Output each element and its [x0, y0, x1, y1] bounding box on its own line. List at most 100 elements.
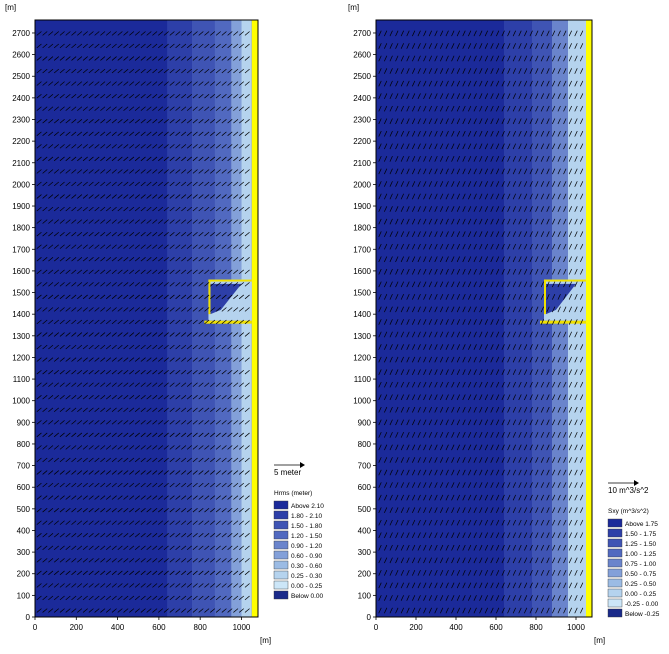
vector-arrow — [100, 294, 106, 300]
vector-arrow — [479, 406, 483, 413]
vector-arrow — [169, 231, 175, 237]
vector-arrow — [146, 445, 152, 450]
vector-arrow — [42, 269, 48, 274]
vector-arrow — [529, 218, 533, 225]
vector-arrow — [42, 583, 48, 588]
vector-arrow — [468, 256, 472, 263]
vector-arrow — [59, 93, 65, 99]
vector-arrow — [423, 419, 427, 426]
vector-arrow — [529, 331, 533, 338]
vector-arrow — [146, 93, 152, 99]
vector-arrow — [417, 156, 421, 162]
vector-arrow — [574, 394, 578, 401]
vector-arrow — [384, 406, 388, 413]
vector-arrow — [501, 319, 505, 325]
vector-arrow — [163, 56, 169, 61]
vector-arrow — [140, 43, 146, 49]
vector-scale-label: 5 meter — [274, 468, 301, 477]
vector-arrow — [529, 30, 533, 37]
vector-arrow — [117, 282, 123, 287]
vector-arrow — [65, 169, 71, 174]
vector-arrow — [117, 206, 123, 212]
vector-arrow — [400, 118, 404, 125]
vector-arrow — [417, 294, 421, 300]
vector-arrow — [524, 519, 528, 526]
vector-arrow — [105, 31, 112, 36]
vector-arrow — [117, 558, 123, 563]
vector-arrow — [186, 420, 192, 425]
vector-arrow — [210, 81, 216, 86]
vector-arrow — [479, 43, 483, 49]
vector-arrow — [484, 356, 488, 363]
vector-arrow — [456, 544, 460, 551]
vector-arrow — [77, 344, 83, 350]
vector-arrow — [484, 595, 488, 601]
vector-arrow — [580, 43, 584, 49]
vector-arrow — [479, 519, 483, 526]
vector-arrow — [507, 93, 511, 100]
vector-arrow — [117, 369, 123, 375]
legend-swatch — [607, 568, 623, 578]
vector-arrow — [94, 307, 100, 312]
vector-arrow — [123, 558, 129, 563]
vector-arrow — [36, 282, 42, 287]
vector-arrow — [574, 444, 578, 451]
vector-arrow — [238, 407, 245, 412]
vector-arrow — [100, 106, 106, 111]
vector-arrow — [100, 93, 106, 99]
vector-arrow — [123, 595, 129, 601]
vector-arrow — [440, 406, 444, 413]
vector-arrow — [400, 457, 404, 463]
vector-arrow — [77, 520, 83, 525]
vector-arrow — [163, 106, 169, 111]
vector-arrow — [468, 595, 472, 601]
vector-arrow — [215, 282, 221, 287]
vector-arrow — [82, 319, 88, 325]
vector-arrow — [535, 469, 539, 476]
vector-arrow — [105, 56, 112, 61]
vector-arrow — [456, 143, 460, 150]
x-tick-label: 400 — [449, 623, 463, 632]
vector-arrow — [557, 118, 561, 125]
vector-arrow — [501, 206, 505, 212]
vector-arrow — [186, 495, 192, 500]
vector-arrow — [535, 369, 539, 376]
vector-arrow — [440, 419, 444, 426]
vector-arrow — [389, 507, 393, 514]
vector-arrow — [181, 432, 187, 438]
vector-arrow — [552, 93, 556, 100]
breakwater-west — [208, 279, 211, 315]
vector-arrow — [417, 356, 421, 363]
vector-arrow — [468, 544, 472, 551]
vector-arrow — [378, 181, 382, 187]
vector-arrow — [181, 608, 187, 613]
vector-arrow — [456, 43, 460, 49]
vector-arrow — [412, 394, 416, 401]
vector-arrow — [428, 544, 432, 551]
vector-arrow — [215, 294, 221, 300]
vector-arrow — [535, 444, 539, 451]
vector-arrow — [146, 119, 152, 124]
vector-arrow — [406, 294, 410, 300]
vector-arrow — [82, 119, 88, 124]
vector-arrow — [417, 532, 421, 539]
vector-arrow — [546, 494, 550, 501]
vector-arrow — [412, 193, 416, 200]
vector-arrow — [540, 43, 544, 49]
vector-arrow — [406, 306, 410, 313]
vector-arrow — [501, 544, 505, 551]
vector-arrow — [557, 482, 561, 488]
vector-arrow — [490, 193, 494, 200]
vector-arrow — [53, 407, 59, 412]
vector-arrow — [574, 356, 578, 363]
vector-arrow — [117, 194, 123, 199]
vector-arrow — [479, 231, 483, 238]
vector-arrow — [501, 394, 505, 401]
vector-arrow — [434, 381, 438, 388]
vector-arrow — [451, 319, 455, 325]
vector-arrow — [181, 407, 187, 412]
vector-arrow — [77, 558, 83, 563]
vector-arrow — [384, 218, 388, 225]
vector-arrow — [428, 218, 432, 225]
vector-arrow — [152, 307, 158, 312]
